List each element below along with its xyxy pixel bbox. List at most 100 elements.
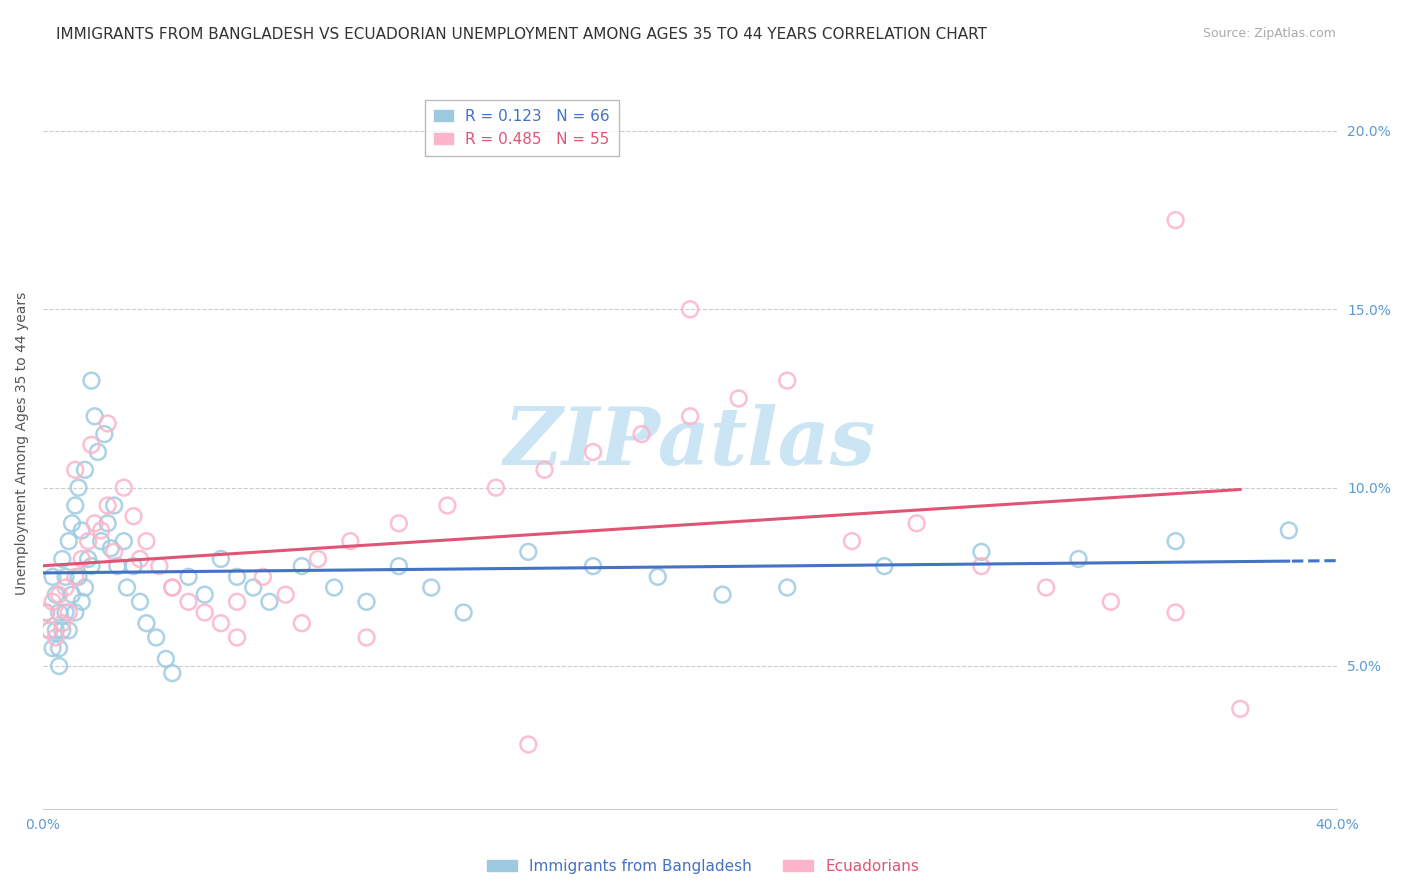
Point [1278, 524, 1301, 538]
Point [485, 481, 508, 495]
Point [259, 595, 281, 609]
Point [48, 606, 70, 620]
Point [90, 524, 112, 538]
Point [70, 524, 93, 538]
Text: Source: ZipAtlas.com: Source: ZipAtlas.com [1202, 27, 1336, 40]
Point [841, 534, 863, 549]
Point [112, 481, 135, 495]
Legend: R = 0.123   N = 66, R = 0.485   N = 55: R = 0.123 N = 66, R = 0.485 N = 55 [425, 100, 619, 156]
Point [45, 624, 67, 638]
Legend: Immigrants from Bangladesh, Ecuadorians: Immigrants from Bangladesh, Ecuadorians [481, 853, 925, 880]
Point [339, 534, 361, 549]
Point [105, 559, 128, 574]
Point [100, 541, 122, 556]
Point [135, 616, 157, 631]
Point [103, 545, 125, 559]
Point [65, 570, 87, 584]
Point [420, 581, 443, 595]
Point [38, 624, 60, 638]
Point [45, 631, 67, 645]
Point [582, 445, 605, 459]
Point [45, 588, 67, 602]
Point [65, 499, 87, 513]
Point [67, 570, 90, 584]
Point [679, 409, 702, 424]
Point [97, 516, 120, 531]
Point [70, 595, 93, 609]
Point [1067, 552, 1090, 566]
Point [252, 570, 274, 584]
Point [122, 509, 145, 524]
Point [58, 534, 80, 549]
Point [67, 481, 90, 495]
Point [148, 559, 170, 574]
Point [122, 559, 145, 574]
Point [55, 581, 77, 595]
Point [97, 499, 120, 513]
Point [55, 570, 77, 584]
Point [727, 392, 749, 406]
Point [194, 588, 217, 602]
Point [51, 552, 73, 566]
Point [58, 606, 80, 620]
Point [194, 606, 217, 620]
Point [93, 427, 115, 442]
Point [1035, 581, 1057, 595]
Point [90, 534, 112, 549]
Point [162, 581, 184, 595]
Point [73, 463, 96, 477]
Point [1099, 595, 1122, 609]
Point [80, 438, 103, 452]
Point [65, 463, 87, 477]
Point [388, 516, 411, 531]
Point [209, 616, 232, 631]
Point [291, 616, 314, 631]
Point [77, 552, 100, 566]
Point [533, 463, 555, 477]
Point [48, 588, 70, 602]
Point [630, 427, 652, 442]
Point [873, 559, 896, 574]
Point [274, 588, 297, 602]
Point [51, 616, 73, 631]
Point [38, 624, 60, 638]
Point [55, 606, 77, 620]
Point [388, 559, 411, 574]
Point [48, 641, 70, 656]
Point [48, 659, 70, 673]
Point [209, 552, 232, 566]
Point [970, 559, 993, 574]
Point [1164, 606, 1187, 620]
Point [115, 581, 138, 595]
Point [226, 570, 249, 584]
Point [291, 559, 314, 574]
Point [60, 516, 83, 531]
Point [35, 606, 58, 620]
Point [83, 516, 105, 531]
Point [453, 606, 475, 620]
Point [145, 631, 167, 645]
Point [177, 570, 200, 584]
Point [77, 534, 100, 549]
Point [905, 516, 928, 531]
Point [647, 570, 669, 584]
Point [679, 302, 702, 317]
Point [87, 445, 110, 459]
Point [41, 641, 63, 656]
Text: IMMIGRANTS FROM BANGLADESH VS ECUADORIAN UNEMPLOYMENT AMONG AGES 35 TO 44 YEARS : IMMIGRANTS FROM BANGLADESH VS ECUADORIAN… [56, 27, 987, 42]
Point [162, 581, 184, 595]
Point [1164, 213, 1187, 227]
Point [226, 595, 249, 609]
Point [242, 581, 264, 595]
Point [776, 374, 799, 388]
Point [65, 606, 87, 620]
Point [60, 588, 83, 602]
Point [35, 606, 58, 620]
Point [177, 595, 200, 609]
Point [103, 499, 125, 513]
Text: ZIPatlas: ZIPatlas [505, 404, 876, 482]
Point [51, 624, 73, 638]
Y-axis label: Unemployment Among Ages 35 to 44 years: Unemployment Among Ages 35 to 44 years [15, 292, 30, 595]
Point [970, 545, 993, 559]
Point [436, 499, 458, 513]
